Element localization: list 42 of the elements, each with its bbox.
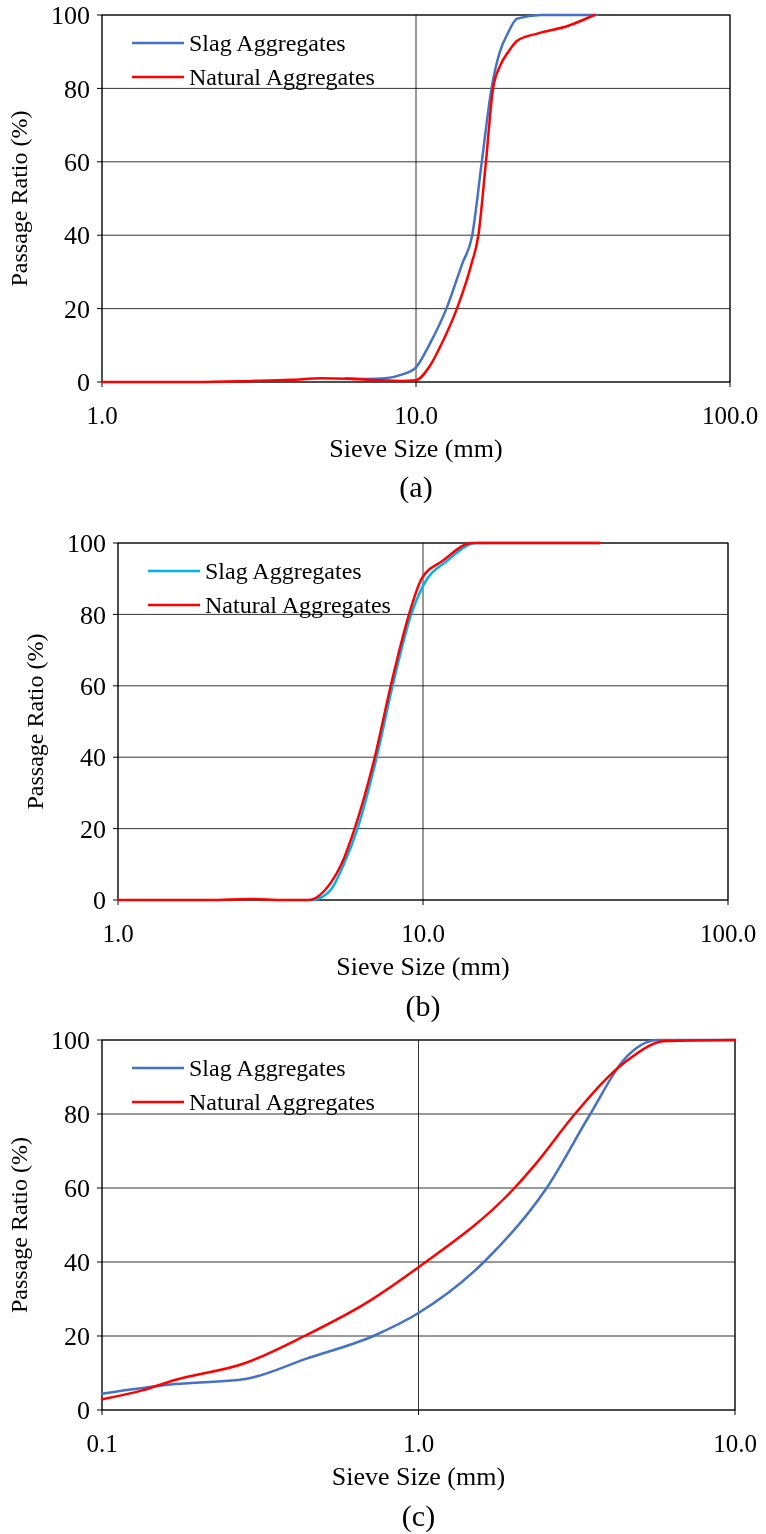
y-tick-label: 80 xyxy=(64,1100,90,1130)
y-tick-label: 80 xyxy=(64,74,90,104)
text: (b) xyxy=(405,989,441,1023)
y-tick-label: 100 xyxy=(67,529,106,559)
legend-label: Natural Aggregates xyxy=(189,1089,375,1116)
x-axis-title: Sieve Size (mm) xyxy=(336,952,510,981)
legend-label: Natural Aggregates xyxy=(189,64,375,91)
y-tick-label: 0 xyxy=(93,886,106,916)
y-tick-label: 60 xyxy=(80,671,106,701)
legend-label: Slag Aggregates xyxy=(189,30,346,57)
y-tick-label: 80 xyxy=(80,600,106,630)
y-axis-title: Passage Ratio (%) xyxy=(6,1137,32,1313)
y-tick-label: 0 xyxy=(77,1396,90,1426)
text: (a) xyxy=(399,470,433,504)
x-axis-title: Sieve Size (mm) xyxy=(329,434,503,463)
x-tick-label: 10.0 xyxy=(401,920,445,947)
y-axis-title: Passage Ratio (%) xyxy=(22,633,48,810)
y-tick-label: 20 xyxy=(64,1322,90,1352)
text: (c) xyxy=(401,1499,436,1533)
y-tick-label: 40 xyxy=(64,1248,90,1278)
x-tick-label: 1.0 xyxy=(102,920,134,947)
y-axis-title: Passage Ratio (%) xyxy=(6,110,32,287)
x-tick-label: 100.0 xyxy=(699,920,757,947)
x-tick-label: 100.0 xyxy=(701,402,759,429)
x-axis-title: Sieve Size (mm) xyxy=(331,1462,506,1491)
x-tick-label: 10.0 xyxy=(713,1430,757,1457)
y-tick-label: 100 xyxy=(51,1,90,31)
legend-label: Slag Aggregates xyxy=(205,558,362,585)
y-tick-label: 60 xyxy=(64,1174,90,1204)
x-tick-label: 1.0 xyxy=(86,402,118,429)
y-tick-label: 20 xyxy=(64,294,90,324)
y-tick-label: 40 xyxy=(64,221,90,251)
y-tick-label: 100 xyxy=(51,1026,90,1056)
x-tick-label: 10.0 xyxy=(394,402,438,429)
y-tick-label: 40 xyxy=(80,743,106,773)
legend-label: Natural Aggregates xyxy=(205,592,391,619)
y-tick-label: 20 xyxy=(80,814,106,844)
y-tick-label: 0 xyxy=(77,368,90,398)
y-tick-label: 60 xyxy=(64,147,90,177)
legend-label: Slag Aggregates xyxy=(189,1055,346,1082)
x-tick-label: 1.0 xyxy=(402,1430,435,1457)
x-tick-label: 0.1 xyxy=(86,1430,118,1457)
